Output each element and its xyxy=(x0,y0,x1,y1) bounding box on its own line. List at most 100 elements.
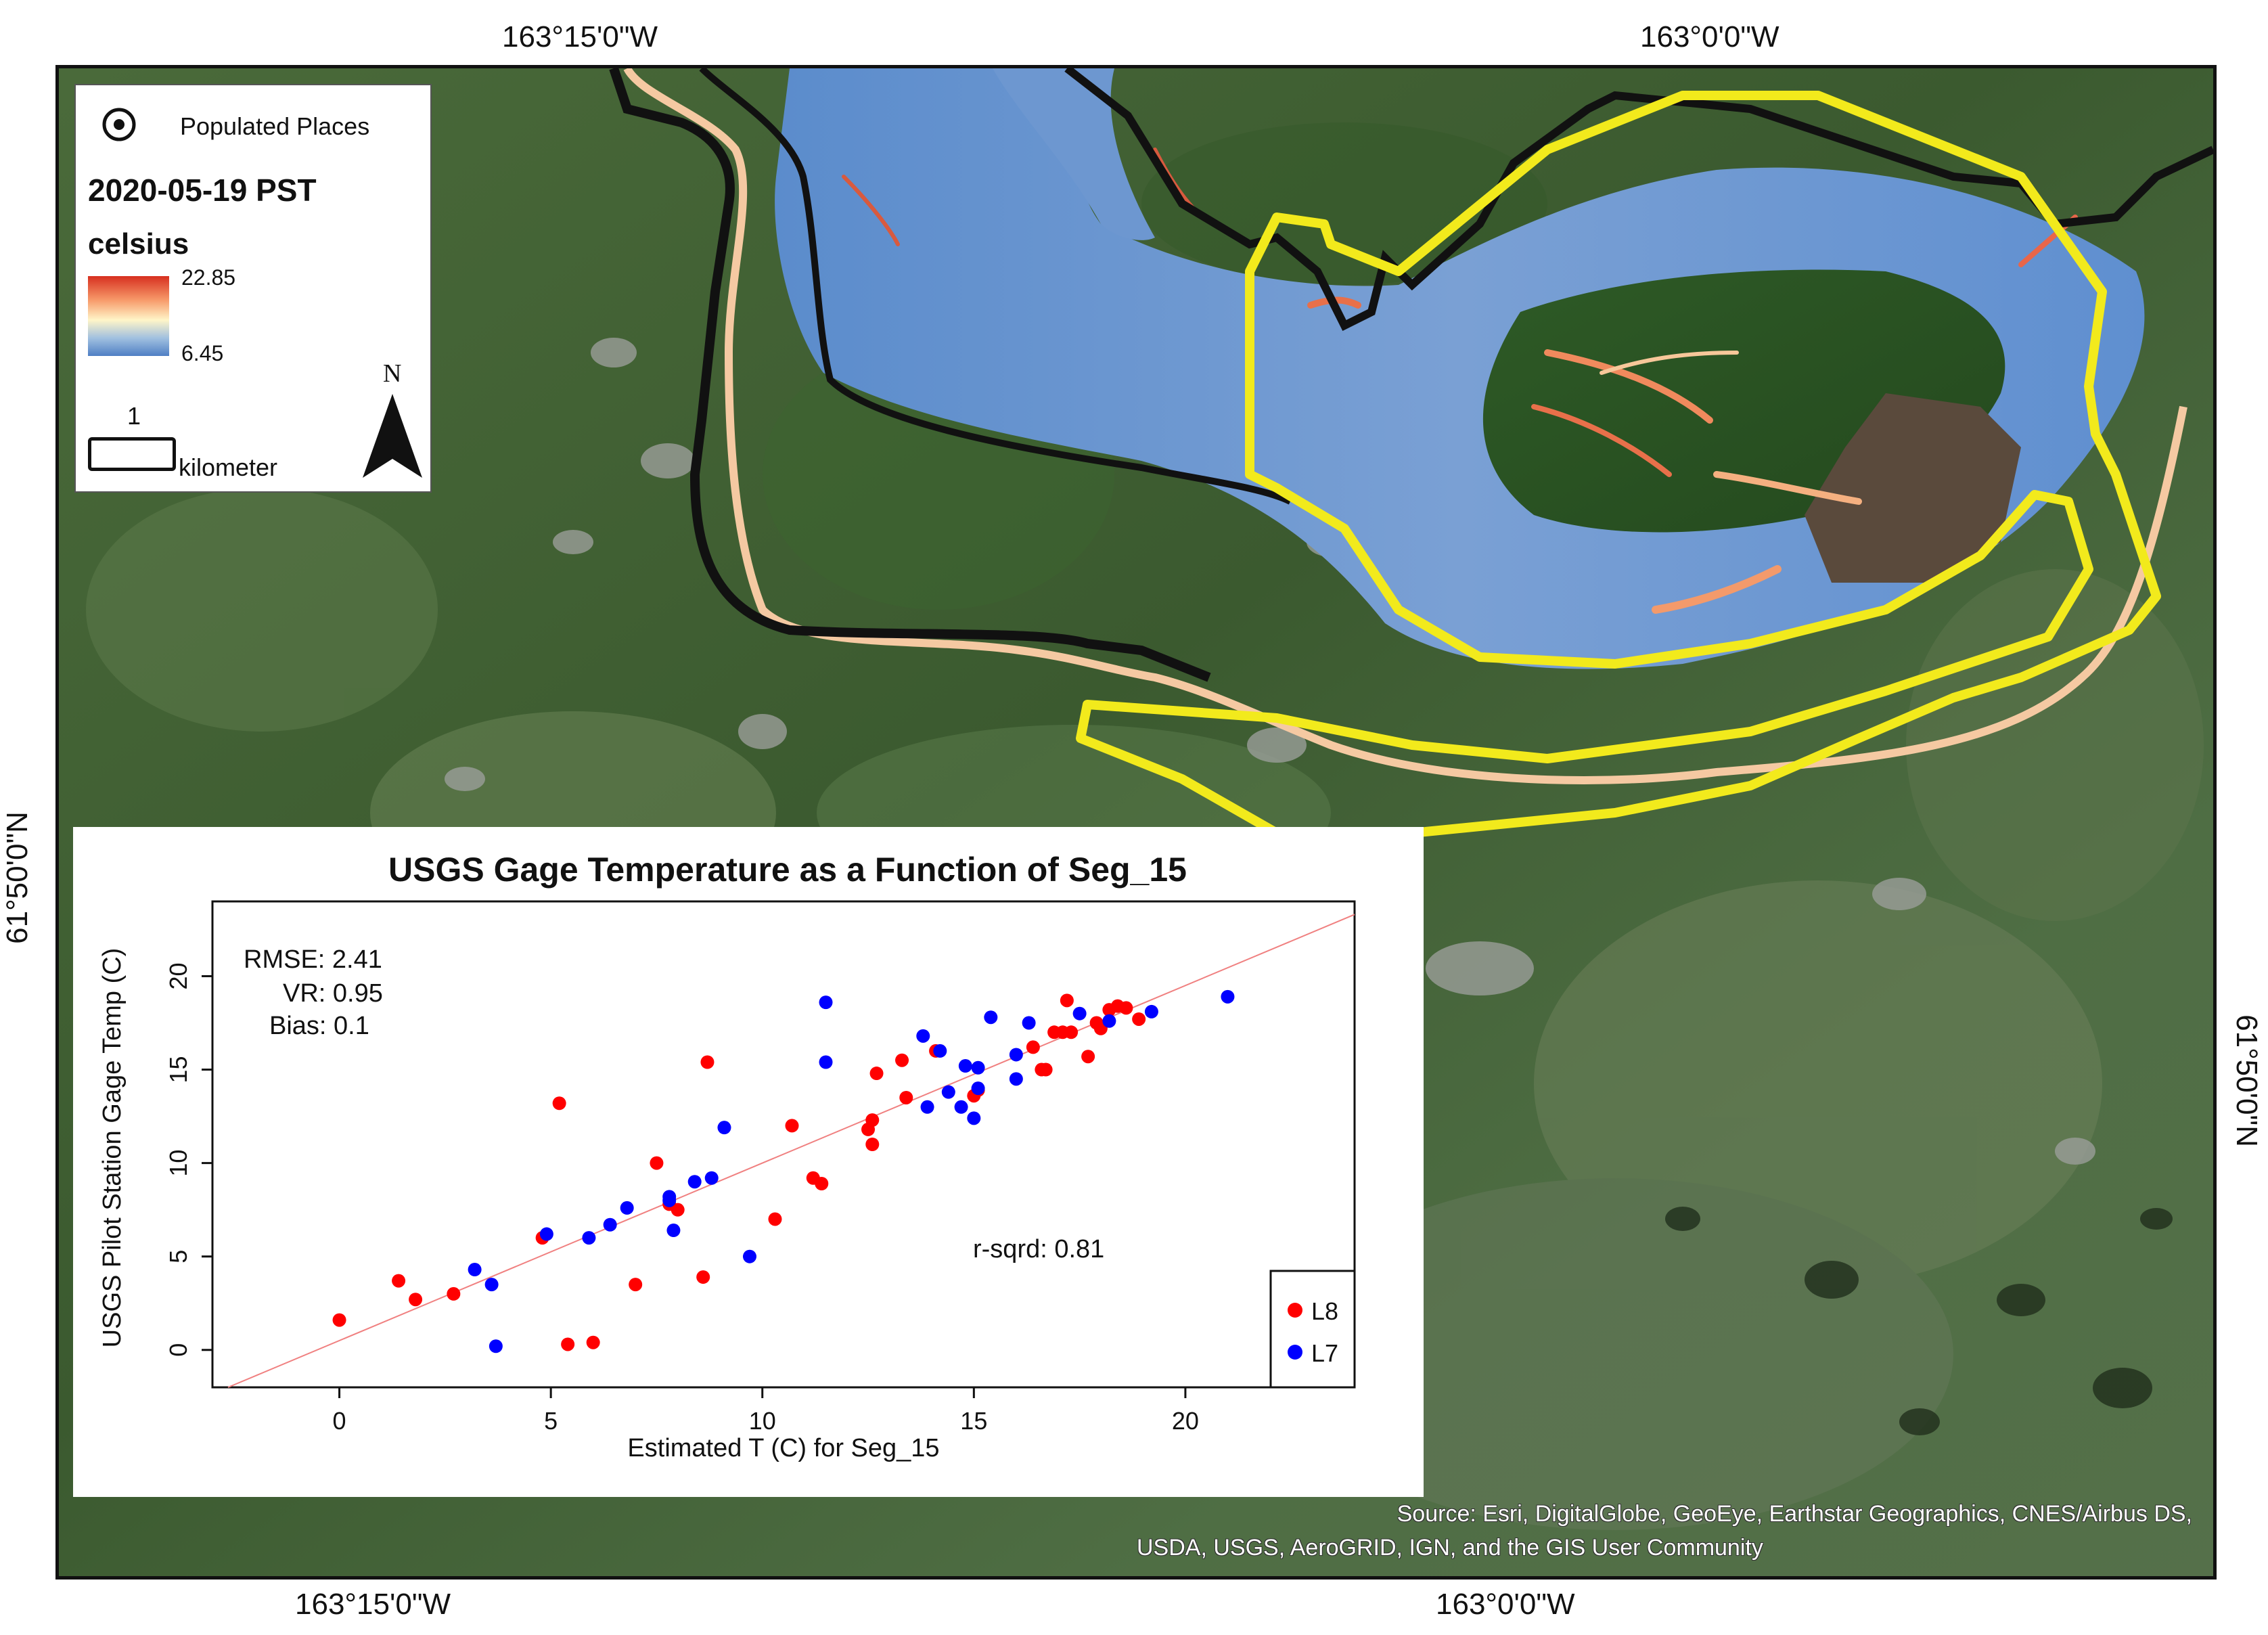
point-l7 xyxy=(704,1171,719,1185)
point-l8 xyxy=(1039,1062,1053,1077)
river-bank-boundary xyxy=(699,68,1292,505)
coord-top-right: 163°0'0"W xyxy=(1640,20,1779,53)
x-tick-label: 5 xyxy=(544,1407,558,1435)
map-legend: Populated Places 2020-05-19 PST celsius … xyxy=(74,84,432,493)
point-l7 xyxy=(717,1121,731,1135)
scatter-chart: USGS Gage Temperature as a Function of S… xyxy=(98,851,1356,1462)
legend-max: 22.85 xyxy=(181,265,236,290)
chart-legend-box xyxy=(1269,1270,1356,1389)
attribution-line-2: USDA, USGS, AeroGRID, IGN, and the GIS U… xyxy=(1137,1535,1763,1561)
point-l7 xyxy=(1022,1016,1036,1030)
coord-top-left: 163°15'0"W xyxy=(502,20,658,53)
point-l7 xyxy=(819,995,833,1010)
point-l7 xyxy=(666,1224,681,1238)
point-l8 xyxy=(561,1337,575,1351)
point-l8 xyxy=(696,1270,710,1284)
point-l7 xyxy=(484,1278,499,1292)
coord-bottom-left: 163°15'0"W xyxy=(295,1588,451,1621)
point-l7 xyxy=(1102,1014,1116,1028)
y-tick-label: 20 xyxy=(164,962,192,989)
point-l8 xyxy=(586,1335,600,1349)
ponds xyxy=(1665,1207,2173,1435)
point-l8 xyxy=(629,1278,643,1292)
chart-title: USGS Gage Temperature as a Function of S… xyxy=(388,851,1187,889)
point-l7 xyxy=(687,1175,702,1189)
x-tick-label: 0 xyxy=(333,1407,346,1435)
river-channel xyxy=(775,68,2145,669)
masked-area xyxy=(1805,393,2021,583)
legend-units: celsius xyxy=(88,227,189,261)
point-l8 xyxy=(552,1096,566,1111)
coord-left: 61°50'0"N xyxy=(1,811,34,944)
point-l7 xyxy=(958,1059,972,1073)
point-l8 xyxy=(768,1212,782,1226)
legend-l8-label: L8 xyxy=(1311,1297,1338,1325)
plot-box xyxy=(211,900,1356,1389)
point-l7 xyxy=(984,1010,998,1025)
point-l8 xyxy=(1060,993,1074,1008)
r-squared-label: r-sqrd: 0.81 xyxy=(973,1235,1104,1263)
populated-places-label: Populated Places xyxy=(180,112,370,140)
point-l7 xyxy=(916,1029,930,1043)
point-l7 xyxy=(489,1339,503,1353)
point-l7 xyxy=(468,1263,482,1277)
legend-l8-marker xyxy=(1288,1303,1302,1318)
point-l8 xyxy=(785,1119,799,1133)
point-l7 xyxy=(933,1044,947,1058)
x-tick-label: 10 xyxy=(749,1407,776,1435)
legend-date: 2020-05-19 PST xyxy=(88,173,317,208)
point-l7 xyxy=(1221,989,1235,1004)
point-l7 xyxy=(920,1100,934,1114)
coord-bottom-right: 163°0'0"W xyxy=(1436,1588,1575,1621)
x-axis-label: Estimated T (C) for Seg_15 xyxy=(627,1434,939,1462)
river-branch xyxy=(993,68,1155,240)
point-l8 xyxy=(392,1274,406,1288)
point-l8 xyxy=(1119,1001,1133,1015)
north-label: N xyxy=(383,359,402,388)
point-l8 xyxy=(650,1156,664,1170)
stat-bias: Bias: 0.1 xyxy=(269,1012,369,1040)
point-l8 xyxy=(1064,1025,1079,1039)
point-l7 xyxy=(662,1193,677,1207)
legend-l7-label: L7 xyxy=(1311,1339,1338,1367)
point-l8 xyxy=(409,1293,423,1307)
point-l8 xyxy=(815,1176,829,1190)
scale-bar-value: 1 xyxy=(127,402,141,430)
y-tick-label: 15 xyxy=(164,1056,192,1083)
point-l7 xyxy=(603,1217,617,1232)
x-tick-label: 15 xyxy=(960,1407,987,1435)
left-channel xyxy=(623,68,2187,784)
x-axis: 0 5 10 15 20 xyxy=(333,1386,1199,1435)
data-points xyxy=(332,989,1235,1353)
north-arrow-icon xyxy=(363,394,422,478)
y-tick-label: 5 xyxy=(164,1250,192,1263)
point-l8 xyxy=(869,1067,884,1081)
fit-line xyxy=(227,914,1355,1388)
point-l7 xyxy=(1009,1072,1023,1086)
point-l7 xyxy=(971,1060,985,1075)
point-l7 xyxy=(819,1055,833,1069)
point-l7 xyxy=(742,1249,756,1263)
y-tick-label: 10 xyxy=(164,1150,192,1177)
point-l7 xyxy=(582,1231,596,1245)
temperature-color-ramp xyxy=(88,276,169,356)
basemap-attribution: Source: Esri, DigitalGlobe, GeoEye, Eart… xyxy=(1137,1497,2192,1565)
inset-chart-panel: USGS Gage Temperature as a Function of S… xyxy=(73,827,1424,1497)
warm-streaks xyxy=(842,148,2078,614)
point-l8 xyxy=(332,1313,346,1327)
point-l7 xyxy=(941,1085,955,1099)
stat-rmse: RMSE: 2.41 xyxy=(244,945,382,974)
point-l7 xyxy=(954,1100,968,1114)
point-l7 xyxy=(967,1111,981,1125)
point-l8 xyxy=(865,1113,880,1127)
y-tick-label: 0 xyxy=(164,1343,192,1357)
point-l8 xyxy=(865,1138,880,1151)
chart-legend: L8 L7 xyxy=(1269,1270,1356,1389)
scale-bar-unit: kilometer xyxy=(179,453,278,481)
fit-line-layer xyxy=(227,914,1355,1388)
point-l8 xyxy=(1132,1012,1146,1026)
point-l7 xyxy=(1009,1048,1023,1062)
point-l8 xyxy=(671,1203,685,1217)
point-l8 xyxy=(899,1090,913,1104)
point-l8 xyxy=(895,1053,909,1067)
